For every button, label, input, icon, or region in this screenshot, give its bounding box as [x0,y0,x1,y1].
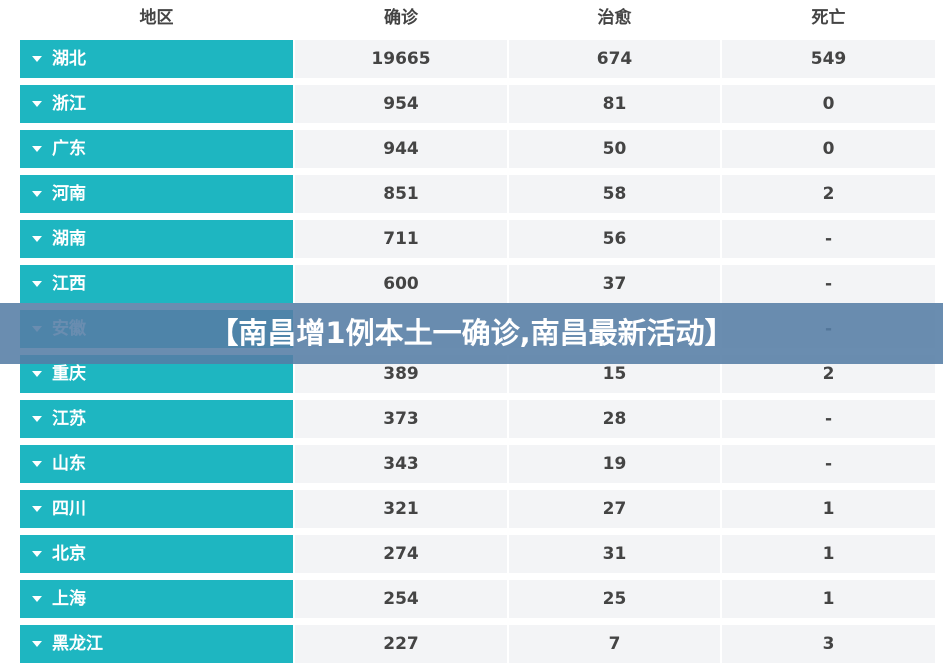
deaths-cell: 1 [722,535,935,573]
confirmed-cell: 274 [295,535,507,573]
region-cell[interactable]: 河南 [20,175,293,213]
cured-cell: 58 [509,175,720,213]
confirmed-cell: 373 [295,400,507,438]
banner: 【南昌增1例本土一确诊,南昌最新活动】 [0,303,943,364]
deaths-cell: - [722,265,935,303]
cured-cell: 56 [509,220,720,258]
deaths-cell: 3 [722,625,935,663]
deaths-cell: 0 [722,130,935,168]
cured-cell: 28 [509,400,720,438]
region-cell[interactable]: 湖南 [20,220,293,258]
confirmed-cell: 254 [295,580,507,618]
column-header: 确诊 [384,8,418,28]
cured-cell: 50 [509,130,720,168]
confirmed-cell: 19665 [295,40,507,78]
confirmed-cell: 321 [295,490,507,528]
confirmed-cell: 227 [295,625,507,663]
deaths-cell: 1 [722,580,935,618]
region-cell[interactable]: 山东 [20,445,293,483]
deaths-cell: 1 [722,490,935,528]
confirmed-cell: 954 [295,85,507,123]
region-cell[interactable]: 江苏 [20,400,293,438]
confirmed-cell: 600 [295,265,507,303]
cured-cell: 37 [509,265,720,303]
cured-cell: 25 [509,580,720,618]
confirmed-cell: 343 [295,445,507,483]
region-cell[interactable]: 四川 [20,490,293,528]
confirmed-cell: 851 [295,175,507,213]
region-cell[interactable]: 北京 [20,535,293,573]
column-header: 死亡 [811,8,846,28]
deaths-cell: - [722,445,935,483]
cured-cell: 81 [509,85,720,123]
deaths-cell: 2 [722,175,935,213]
column-header: 地区 [139,8,174,28]
cured-cell: 27 [509,490,720,528]
region-cell[interactable]: 黑龙江 [20,625,293,663]
region-cell[interactable]: 江西 [20,265,293,303]
region-cell[interactable]: 湖北 [20,40,293,78]
cured-cell: 7 [509,625,720,663]
deaths-cell: 0 [722,85,935,123]
cured-cell: 19 [509,445,720,483]
deaths-cell: 549 [722,40,935,78]
region-cell[interactable]: 上海 [20,580,293,618]
column-header: 治愈 [597,8,632,28]
confirmed-cell: 711 [295,220,507,258]
confirmed-cell: 944 [295,130,507,168]
deaths-cell: - [722,220,935,258]
region-cell[interactable]: 广东 [20,130,293,168]
deaths-cell: - [722,400,935,438]
cured-cell: 31 [509,535,720,573]
region-cell[interactable]: 浙江 [20,85,293,123]
cured-cell: 674 [509,40,720,78]
